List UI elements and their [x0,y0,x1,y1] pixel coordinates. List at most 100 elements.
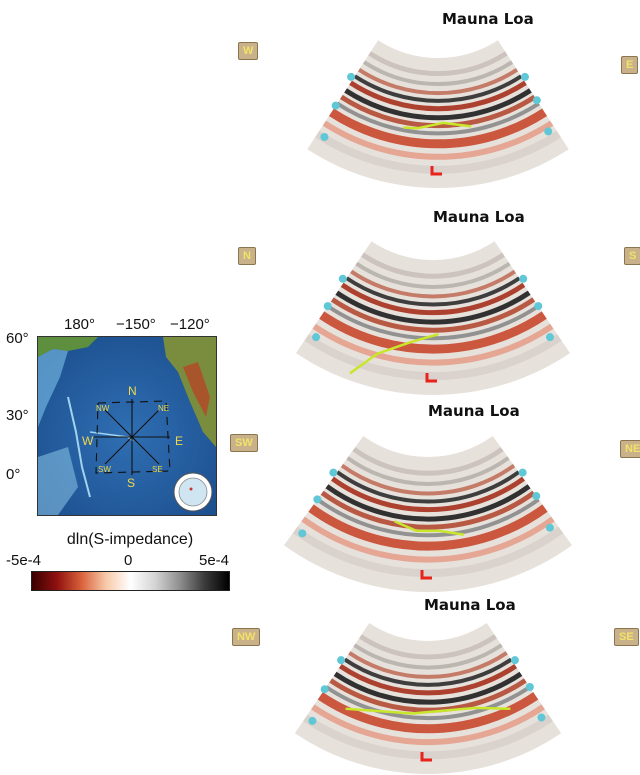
compass-s: S [127,476,135,490]
section-n-s: Mauna Loa N S [228,205,640,395]
band [353,643,503,670]
depth-marker [347,72,356,81]
right-direction-label: SE [614,628,639,646]
depth-marker [320,685,329,694]
shelf-west [38,349,68,427]
lat-tick-30: 30° [6,407,29,424]
band [304,334,562,381]
depth-marker [532,96,541,105]
shelf-sw [38,447,78,515]
depth-marker [320,133,329,142]
section-svg [294,623,562,774]
depth-marker [312,333,321,342]
depth-marker [532,492,541,501]
left-direction-label: SW [230,434,258,452]
layer-bands [303,634,553,760]
depth-marker [338,274,347,283]
band [328,108,548,149]
band [340,282,526,316]
band [292,526,564,578]
band [320,490,536,530]
land-asia [38,337,98,357]
band [301,516,555,563]
depth-marker [323,302,332,311]
colorbar-max-label: 5e-4 [199,552,230,569]
band [335,470,521,504]
lat-tick-0: 0° [6,466,21,483]
band [340,463,516,496]
left-direction-label: W [238,42,259,60]
map-svg: N NE E SE S SW W NW [38,337,216,515]
band [308,504,548,551]
band [333,671,523,705]
globe-marker [189,487,193,491]
band [335,101,541,136]
section-nw-se: Mauna Loa NW SE [228,596,640,775]
depth-marker [510,656,519,665]
band [344,88,532,121]
colorbar [31,571,230,591]
depth-marker [329,468,338,477]
section-lines [94,399,171,475]
volcano-label: Mauna Loa [433,208,525,226]
depth-marker [545,523,554,532]
band [325,685,531,721]
pacific-map: N NE E SE S SW W NW [37,336,217,516]
depth-marker [545,333,554,342]
land-north-america [163,337,216,447]
section-sw-ne: Mauna Loa SW NE [228,402,640,592]
right-direction-label: E [621,56,639,74]
band [311,704,545,745]
depth-marker [537,713,546,722]
layer-bands [315,51,561,174]
band [330,297,536,333]
band [349,80,527,112]
band [362,60,514,86]
section-fan [295,241,571,395]
band [335,290,531,325]
band [353,74,523,103]
left-direction-label: N [238,247,256,265]
depth-marker [308,716,317,725]
band [315,130,561,174]
volcano-marker [430,166,442,176]
section-svg [295,241,571,395]
volcano-label: Mauna Loa [428,402,520,420]
band [355,261,511,289]
band [368,51,508,77]
depth-marker [525,683,534,692]
band [361,252,505,279]
band [352,447,504,476]
band [303,714,553,760]
band [338,663,518,696]
compass-e: E [175,434,183,448]
land-mountains [183,362,210,417]
band [312,323,554,366]
compass-sw: SW [98,465,111,474]
band [330,476,526,513]
band [345,276,521,307]
band [349,269,517,299]
band [357,68,519,96]
globe-region [178,477,208,507]
colorbar-title: dln(S-impedance) [66,531,194,548]
volcano-marker [425,373,437,383]
volcano-marker [420,752,432,762]
compass-labels: N NE E SE S SW W NW [82,384,183,490]
band [339,94,537,129]
band [329,678,527,713]
depth-marker [518,468,527,477]
band [316,497,540,538]
depth-marker [519,274,528,283]
compass-se: SE [152,465,163,474]
volcano-label: Mauna Loa [442,10,534,28]
volcano-marker [420,570,432,580]
section-w-e: Mauna Loa W E [228,8,640,194]
compass-ne: NE [158,404,169,413]
interface-line [349,332,439,375]
lon-tick-120w: −120° [170,316,210,333]
right-direction-label: NE [620,440,640,458]
left-direction-label: NW [232,628,261,646]
depth-marker [298,529,307,538]
layer-bands [292,447,564,578]
